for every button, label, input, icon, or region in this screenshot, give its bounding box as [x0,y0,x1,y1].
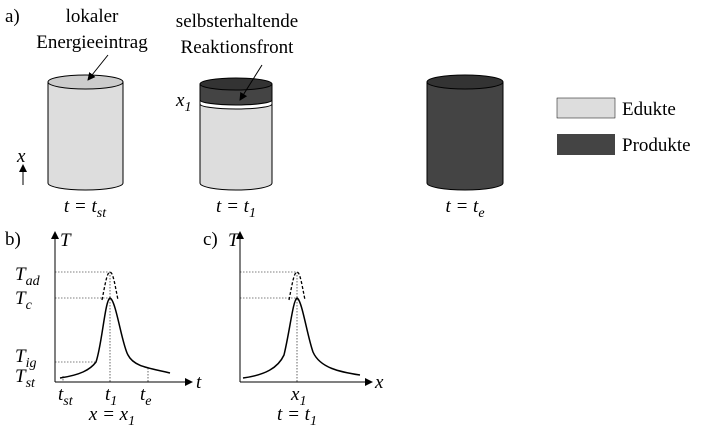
tick-label: Tad [15,264,41,289]
axis-label: t [196,372,202,393]
cylinder [48,82,123,190]
annotation: selbsterhaltende [176,11,298,32]
axis-label: x [16,146,26,167]
cylinder-top [200,78,272,90]
axis-label: T [60,230,72,251]
temperature-curve [60,298,170,378]
tick-label: Tc [15,288,33,313]
time-label: t = te [445,196,484,221]
front-label: x1 [175,90,191,115]
temperature-curve [243,298,360,378]
panel-label: a) [5,6,20,27]
panel-label: b) [5,229,21,250]
time-label: t = tst [64,196,107,221]
tick-label: te [140,384,152,409]
annotation: lokaler [66,6,119,27]
caption: t = t1 [277,404,317,429]
cylinder-top [48,75,123,89]
guide-lines [240,272,297,382]
annotation: Reaktionsfront [181,37,295,58]
figure: a) lokaler Energieeintrag x selbsterhalt… [0,0,712,429]
panel-label: c) [203,229,218,250]
legend-swatch [557,98,615,118]
cylinder-top [427,75,503,89]
axis-label: T [228,230,240,251]
cylinder [200,100,272,190]
time-label: t = t1 [216,196,256,221]
annotation: Energieeintrag [36,32,148,53]
tick-label: tst [58,384,74,409]
cylinder [427,82,503,190]
legend-label: Edukte [622,99,676,120]
legend-label: Produkte [622,135,691,156]
caption: x = x1 [88,404,135,429]
axis-label: x [374,372,384,393]
legend-swatch [557,134,615,155]
guide-lines [55,272,148,382]
